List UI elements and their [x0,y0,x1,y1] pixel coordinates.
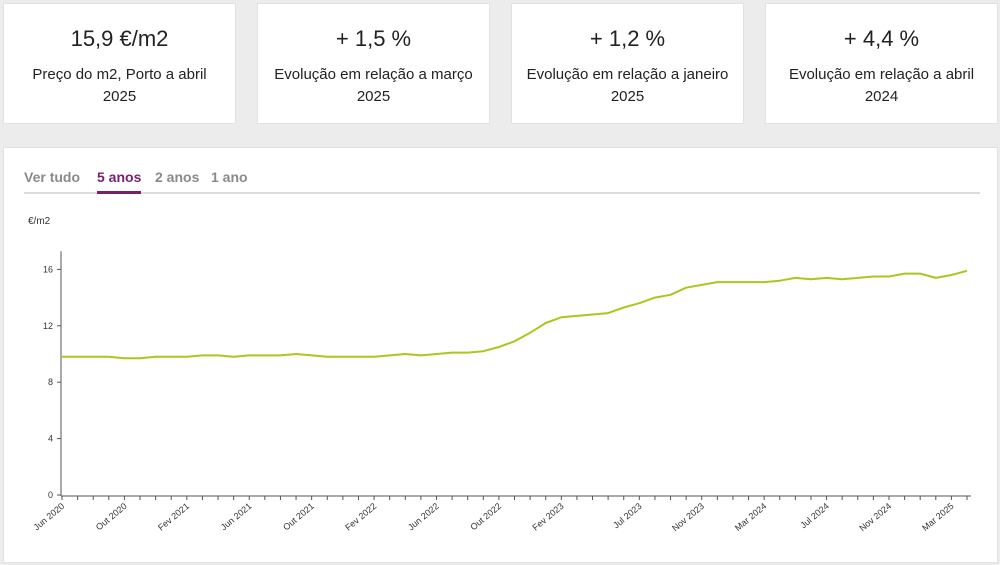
stat-value: 15,9 €/m2 [70,26,169,51]
x-tick-label: Fev 2022 [343,501,378,533]
x-tick-label: Jul 2024 [798,501,830,531]
x-tick-label: Mar 2024 [733,501,769,533]
stat-value: + 1,5 % [335,26,412,51]
y-tick-label: 16 [43,264,53,274]
x-tick-label: Out 2020 [94,501,129,532]
tab-2-anos[interactable]: 2 anos [155,169,200,185]
x-tick-label: Fev 2021 [156,501,191,533]
stat-label: Evolução em relação a abril 2024 [788,66,975,105]
y-tick-label: 12 [43,321,53,331]
y-tick-label: 0 [48,490,53,500]
chart-panel: Ver tudo 5 anos 2 anos 1 ano €/m2 0 4 8 12 16… [3,147,998,563]
stat-value: + 1,2 % [589,26,666,51]
x-tick-label: Jun 2021 [219,501,254,532]
y-axis-unit-label: €/m2 [28,216,51,227]
stat-label: Evolução em relação a março 2025 [274,66,473,105]
x-tick-label: Nov 2024 [857,501,893,533]
x-tick-label: Out 2022 [468,501,503,532]
x-tick-label: Jun 2020 [31,501,66,532]
y-tick-label: 8 [48,377,53,387]
series-line-preco-m2 [62,269,968,360]
stat-value: + 4,4 % [843,26,920,51]
x-tick-label: Jul 2023 [611,501,643,531]
tab-1-ano[interactable]: 1 ano [211,169,248,185]
x-tick-label: Out 2021 [281,501,316,532]
tab-5-anos[interactable]: 5 anos [97,168,142,194]
stat-card-yearly-change: + 4,4 % Evolução em relação a abril 2024 [765,3,998,124]
x-tick-label: Mar 2025 [920,501,956,533]
price-line-chart: €/m2 0 4 8 12 16 Jun 2020 Out 2020 Fev 2021 Jun 2… [28,216,971,533]
tab-ver-tudo[interactable]: Ver tudo [24,169,81,185]
x-tick-label: Jun 2022 [406,501,441,532]
stat-label: Evolução em relação a janeiro 2025 [526,66,729,105]
stat-label: Preço do m2, Porto a abril 2025 [32,66,207,105]
stat-card-price: 15,9 €/m2 Preço do m2, Porto a abril 202… [3,3,236,124]
stat-card-monthly-change: + 1,5 % Evolução em relação a março 2025 [257,3,490,124]
x-tick-label: Fev 2023 [530,501,565,533]
period-tabs: Ver tudo 5 anos 2 anos 1 ano [24,168,980,194]
y-tick-label: 4 [48,434,53,444]
stat-card-ytd-change: + 1,2 % Evolução em relação a janeiro 20… [511,3,744,124]
x-tick-label: Nov 2023 [670,501,706,533]
